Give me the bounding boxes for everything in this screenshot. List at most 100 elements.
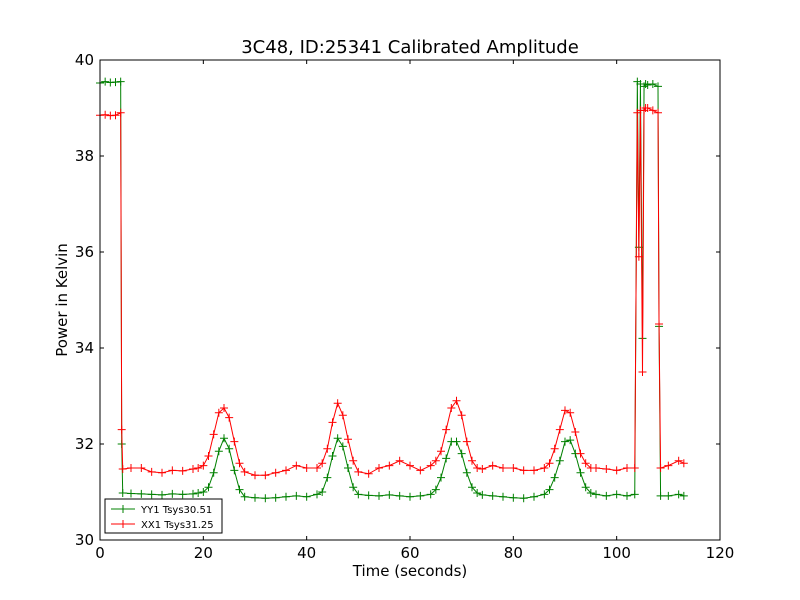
data-point	[499, 492, 507, 501]
data-point	[225, 444, 234, 453]
data-point	[344, 435, 352, 444]
data-point	[240, 492, 249, 501]
data-point	[462, 468, 471, 477]
x-axis-label: Time (seconds)	[352, 562, 468, 580]
data-point	[282, 492, 290, 501]
data-point	[561, 437, 569, 446]
data-point	[214, 447, 223, 456]
data-point	[318, 488, 327, 496]
data-point	[354, 490, 363, 499]
data-point	[354, 467, 363, 476]
data-point	[488, 461, 497, 470]
data-point	[302, 492, 311, 501]
data-point	[127, 464, 135, 472]
y-tick-label: 40	[75, 51, 94, 69]
data-point	[540, 464, 549, 472]
data-point	[452, 437, 461, 446]
data-point	[519, 466, 528, 475]
data-point	[333, 399, 342, 408]
data-point	[641, 80, 650, 88]
data-point	[431, 456, 440, 465]
data-point	[674, 490, 683, 499]
data-point	[158, 490, 166, 499]
data-point	[530, 492, 538, 501]
data-point	[442, 425, 451, 434]
legend-marker	[119, 520, 127, 528]
data-point	[473, 464, 482, 472]
data-point	[664, 491, 673, 500]
data-point	[282, 466, 290, 475]
data-point	[571, 428, 580, 436]
data-point	[452, 396, 461, 405]
data-point	[230, 437, 239, 446]
data-point	[338, 442, 347, 451]
data-point	[602, 491, 611, 500]
data-point	[447, 404, 456, 412]
data-point	[545, 459, 554, 468]
data-point	[292, 491, 301, 500]
x-tick-label: 40	[297, 544, 316, 562]
data-point	[519, 494, 528, 503]
data-point	[462, 437, 471, 446]
series-layer	[96, 77, 688, 503]
data-point	[349, 483, 358, 492]
data-point	[406, 492, 414, 501]
y-tick-label: 30	[75, 531, 94, 549]
data-point	[194, 488, 203, 497]
data-point	[395, 491, 404, 500]
data-point	[550, 473, 559, 482]
data-point	[457, 449, 466, 458]
data-point	[235, 485, 244, 494]
data-point	[118, 488, 127, 497]
data-point	[385, 461, 394, 470]
data-point	[442, 454, 451, 463]
data-point	[478, 464, 487, 473]
data-point	[204, 483, 213, 492]
x-tick-label: 20	[194, 544, 213, 562]
data-point	[302, 464, 311, 472]
data-point	[406, 461, 414, 470]
x-tick-label: 0	[95, 544, 105, 562]
data-point	[194, 464, 203, 472]
chart-title: 3C48, ID:25341 Calibrated Amplitude	[241, 37, 579, 58]
data-point	[654, 82, 662, 91]
data-point	[656, 491, 665, 500]
data-point	[225, 413, 234, 422]
data-point	[586, 488, 595, 497]
data-point	[656, 464, 665, 472]
data-point	[473, 488, 482, 497]
data-point	[101, 110, 110, 119]
data-point	[592, 490, 600, 499]
data-point	[323, 444, 332, 453]
data-point	[127, 489, 135, 498]
data-point	[509, 493, 518, 502]
y-tick-label: 38	[75, 147, 94, 165]
data-point	[199, 461, 208, 470]
data-point	[566, 408, 575, 417]
data-point	[261, 494, 270, 503]
series-yy1	[96, 77, 688, 503]
data-point	[111, 111, 120, 120]
data-point	[679, 459, 688, 468]
data-point	[679, 491, 688, 500]
data-point	[338, 411, 347, 420]
data-point	[271, 468, 280, 477]
legend-label: YY1 Tsys30.51	[140, 505, 212, 516]
data-point	[468, 483, 476, 492]
data-point	[209, 468, 218, 477]
data-point	[117, 425, 126, 434]
data-point	[437, 447, 445, 456]
data-point	[540, 490, 549, 499]
data-point	[137, 464, 146, 472]
data-point	[499, 464, 507, 472]
data-point	[581, 459, 590, 468]
data-point	[333, 434, 342, 443]
data-point	[630, 464, 639, 472]
data-point	[674, 456, 683, 465]
y-tick-label: 36	[75, 243, 94, 261]
data-point	[561, 406, 569, 415]
data-point	[555, 425, 564, 434]
y-axis-label: Power in Kelvin	[53, 243, 71, 357]
data-point	[323, 473, 332, 482]
